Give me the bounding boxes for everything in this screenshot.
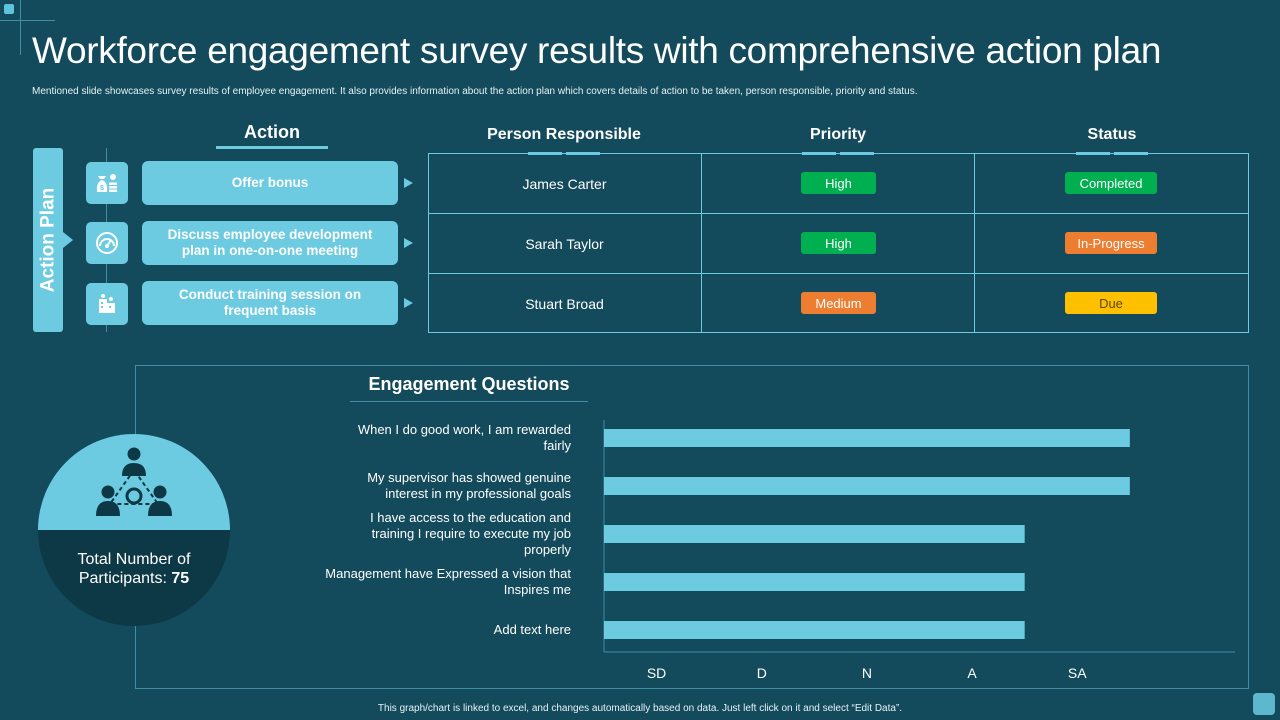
row-arrow-icon <box>404 238 413 248</box>
person-cell: James Carter <box>522 176 607 192</box>
status-badge: Completed <box>1065 172 1157 194</box>
participants-label: Total Number of Participants: <box>77 551 191 587</box>
participants-count: 75 <box>171 570 190 587</box>
table-divider <box>428 213 1249 214</box>
chart-bar <box>604 621 1025 639</box>
corner-square-icon <box>4 4 14 14</box>
person-cell: Stuart Broad <box>525 296 604 312</box>
chart-x-tick-label: SD <box>647 665 666 681</box>
participants-text: Total Number of Participants: 75 <box>38 550 230 588</box>
header-person-responsible: Person Responsible <box>487 126 641 143</box>
chart-category-label: My supervisor has showed genuine interest… <box>367 470 571 501</box>
header-priority: Priority <box>809 126 866 143</box>
money-bag-icon: $ <box>86 162 128 204</box>
chart-title-underline <box>350 401 588 402</box>
status-badge: In-Progress <box>1065 232 1157 254</box>
footer-note: This graph/chart is linked to excel, and… <box>377 703 903 714</box>
chart-x-tick-label: A <box>967 665 977 681</box>
table-divider <box>974 153 975 333</box>
action-header-underline <box>216 146 328 149</box>
row-arrow-icon <box>404 178 413 188</box>
chart-x-tick-label: D <box>757 665 767 681</box>
chart-bar <box>604 477 1130 495</box>
chart-category-label: Management have Expressed a vision that I… <box>325 566 571 597</box>
speedometer-icon <box>86 222 128 264</box>
svg-text:$: $ <box>100 185 104 192</box>
header-status: Status <box>1087 126 1137 143</box>
header-notch <box>562 152 566 156</box>
corner-square-icon <box>1253 693 1275 715</box>
chart-category-label: I have access to the education and traini… <box>370 510 571 557</box>
chart-category-label: Add text here <box>494 622 571 637</box>
person-cell: Sarah Taylor <box>525 236 604 252</box>
chart-bar <box>604 525 1025 543</box>
page-title: Workforce engagement survey results with… <box>32 30 1162 71</box>
header-notch <box>836 152 840 156</box>
table-divider <box>428 273 1249 274</box>
chart-x-tick-label: SA <box>1068 665 1087 681</box>
priority-badge: High <box>801 232 876 254</box>
team-network-icon <box>96 447 172 516</box>
action-item-training-session: Conduct training session on frequent bas… <box>142 281 398 325</box>
corner-line <box>0 20 55 21</box>
header-notch <box>1110 152 1114 156</box>
corner-line <box>20 0 21 55</box>
building-icon <box>86 283 128 325</box>
priority-badge: High <box>801 172 876 194</box>
action-plan-bar <box>33 148 63 332</box>
priority-badge: Medium <box>801 292 876 314</box>
action-table <box>428 153 1249 333</box>
page-subtitle: Mentioned slide showcases survey results… <box>32 86 918 97</box>
chart-bar <box>604 573 1025 591</box>
status-badge: Due <box>1065 292 1157 314</box>
chart-title: Engagement Questions <box>368 374 570 394</box>
chart-category-label: When I do good work, I am rewarded fairly <box>358 422 572 453</box>
chart-x-tick-label: N <box>862 665 872 681</box>
table-divider <box>701 153 702 333</box>
action-header: Action <box>244 122 300 142</box>
action-plan-arrow-icon <box>63 232 73 248</box>
chart-bar <box>604 429 1130 447</box>
action-item-discuss-development: Discuss employee development plan in one… <box>142 221 398 265</box>
row-arrow-icon <box>404 298 413 308</box>
action-item-offer-bonus: Offer bonus <box>142 161 398 205</box>
